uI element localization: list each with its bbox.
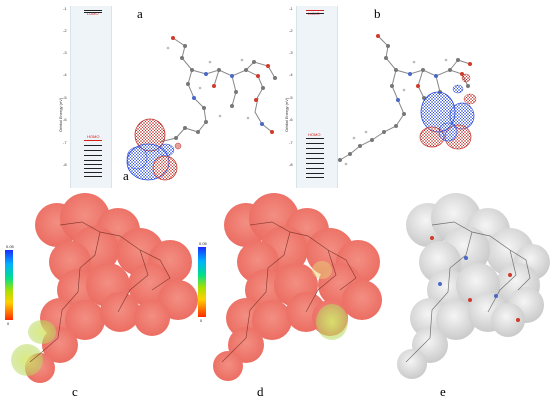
panel-label-d: d bbox=[257, 384, 264, 399]
panel-label-e: e bbox=[440, 384, 446, 399]
homo-lobes bbox=[126, 118, 182, 181]
orbital-level bbox=[306, 173, 324, 174]
tick-label: -1 bbox=[63, 6, 67, 11]
panel-label-c: c bbox=[72, 384, 78, 399]
tick-label: -5 bbox=[289, 95, 293, 100]
panel-label-a: a bbox=[137, 6, 143, 21]
tick-label: -8 bbox=[289, 162, 293, 167]
tick-label: -2 bbox=[63, 28, 67, 33]
colorbar-d bbox=[198, 247, 206, 317]
lumo-level bbox=[306, 10, 324, 11]
orbital-level bbox=[306, 168, 324, 169]
orbital-level bbox=[306, 177, 324, 178]
orbital-level bbox=[84, 172, 102, 173]
homo-level bbox=[306, 138, 324, 139]
homo-level bbox=[84, 140, 102, 141]
energy-bar bbox=[296, 6, 338, 188]
mep-surface-d bbox=[213, 193, 382, 381]
tick-label: -4 bbox=[289, 72, 293, 77]
colorbar-bottom-label: 0 bbox=[7, 321, 10, 326]
orbital-level bbox=[306, 158, 324, 159]
colorbar-top-label: 0.05 bbox=[6, 244, 14, 249]
orbital-level bbox=[84, 164, 102, 165]
panel-label-a2: a bbox=[123, 168, 129, 183]
orbital-level bbox=[84, 150, 102, 151]
colorbar-top-label: 0.05 bbox=[199, 241, 207, 246]
tick-label: -7 bbox=[63, 140, 67, 145]
tick-label: -8 bbox=[63, 162, 67, 167]
orbital-level bbox=[306, 148, 324, 149]
tick-label: -2 bbox=[289, 28, 293, 33]
tick-label: -3 bbox=[289, 50, 293, 55]
homo-label: HOMO bbox=[87, 134, 100, 139]
vdw-surface-e bbox=[397, 193, 550, 379]
tick-label: -7 bbox=[289, 140, 293, 145]
orbital-level bbox=[306, 163, 324, 164]
orbital-level bbox=[84, 155, 102, 156]
mep-surface-c bbox=[11, 193, 198, 383]
tick-label: -4 bbox=[63, 72, 67, 77]
molecule-a bbox=[159, 37, 276, 143]
tick-label: -3 bbox=[63, 50, 67, 55]
orbital-level bbox=[306, 13, 324, 14]
energy-bar bbox=[70, 6, 112, 188]
lumo-level bbox=[84, 10, 102, 11]
orbital-level bbox=[306, 153, 324, 154]
orbital-level bbox=[84, 145, 102, 146]
homo-label: HOMO bbox=[308, 132, 321, 137]
orbital-level bbox=[84, 168, 102, 169]
tick-label: -1 bbox=[289, 6, 293, 11]
atoms-b bbox=[338, 34, 472, 166]
tick-label: -6 bbox=[63, 117, 67, 122]
colorbar-bottom-label: 0 bbox=[200, 318, 203, 323]
orbital-level bbox=[84, 160, 102, 161]
orbital-level bbox=[84, 176, 102, 177]
colorbar-c bbox=[5, 250, 13, 320]
orbital-level bbox=[306, 143, 324, 144]
atoms-a bbox=[166, 36, 277, 140]
tick-label: -6 bbox=[289, 117, 293, 122]
lumo-lobes bbox=[419, 73, 477, 150]
tick-label: -5 bbox=[63, 95, 67, 100]
lumo-label: LUMO bbox=[87, 11, 99, 16]
panel-label-b: b bbox=[374, 6, 381, 21]
orbital-level bbox=[84, 12, 102, 13]
